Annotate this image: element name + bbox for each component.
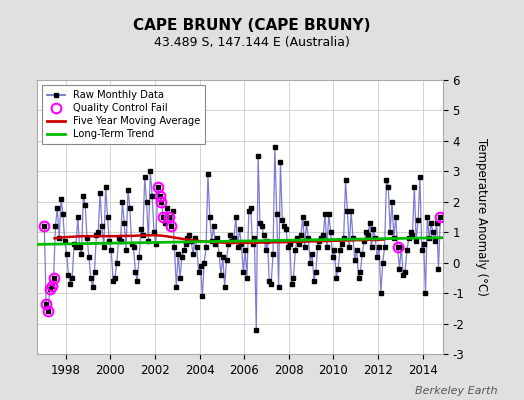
Text: 43.489 S, 147.144 E (Australia): 43.489 S, 147.144 E (Australia): [154, 36, 350, 49]
Text: CAPE BRUNY (CAPE BRUNY): CAPE BRUNY (CAPE BRUNY): [133, 18, 370, 33]
Text: Berkeley Earth: Berkeley Earth: [416, 386, 498, 396]
Y-axis label: Temperature Anomaly (°C): Temperature Anomaly (°C): [475, 138, 488, 296]
Legend: Raw Monthly Data, Quality Control Fail, Five Year Moving Average, Long-Term Tren: Raw Monthly Data, Quality Control Fail, …: [42, 85, 205, 144]
